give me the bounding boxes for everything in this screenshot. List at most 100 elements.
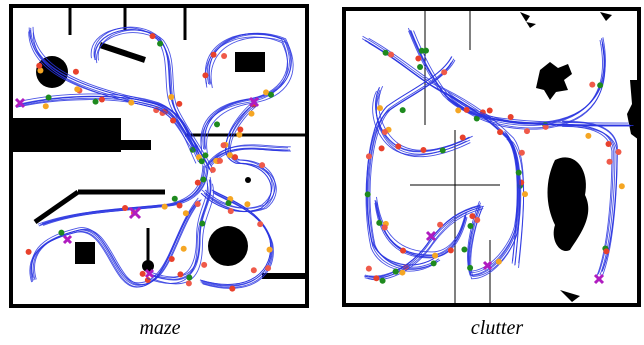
panel-caption: clutter — [471, 317, 523, 339]
waypoint-dot — [455, 107, 461, 113]
waypoint-dot — [437, 222, 443, 228]
waypoint-dot — [417, 64, 423, 70]
waypoint-dot — [221, 142, 227, 148]
waypoint-dot — [202, 152, 208, 158]
waypoint-dot — [382, 129, 388, 135]
waypoint-dot — [177, 203, 183, 209]
waypoint-dot — [248, 111, 254, 117]
waypoint-dot — [267, 247, 273, 253]
waypoint-dot — [150, 33, 156, 39]
waypoint-dot — [524, 128, 530, 134]
waypoint-dot — [58, 230, 64, 236]
waypoint-dot — [603, 248, 609, 254]
waypoint-dot — [217, 158, 223, 164]
waypoint-dot — [400, 107, 406, 113]
waypoint-dot — [200, 176, 206, 182]
waypoint-dot — [464, 107, 470, 113]
waypoint-dot — [211, 52, 217, 58]
waypoint-dot — [195, 201, 201, 207]
maze-block — [121, 140, 151, 150]
waypoint-dot — [259, 162, 265, 168]
waypoint-dot — [441, 69, 447, 75]
waypoint-dot — [73, 69, 79, 75]
waypoint-dot — [268, 92, 274, 98]
waypoint-dot — [176, 101, 182, 107]
waypoint-dot — [43, 103, 49, 109]
maze-block — [235, 52, 265, 72]
waypoint-dot — [366, 153, 372, 159]
waypoint-dot — [365, 191, 371, 197]
waypoint-dot — [496, 259, 502, 265]
waypoint-dot — [202, 72, 208, 78]
waypoint-dot — [199, 221, 205, 227]
waypoint-dot — [497, 129, 503, 135]
waypoint-dot — [265, 265, 271, 271]
waypoint-dot — [236, 132, 242, 138]
waypoint-dot — [237, 127, 243, 133]
waypoint-dot — [616, 149, 622, 155]
waypoint-dot — [619, 183, 625, 189]
waypoint-dot — [395, 143, 401, 149]
waypoint-dot — [74, 86, 80, 92]
waypoint-dot — [431, 260, 437, 266]
waypoint-dot — [383, 50, 389, 56]
maze-panel: maze — [11, 6, 307, 339]
waypoint-dot — [145, 277, 151, 283]
waypoint-dot — [597, 82, 603, 88]
waypoint-dot — [519, 150, 525, 156]
waypoint-dot — [186, 280, 192, 286]
clutter-panel: clutter — [344, 9, 639, 339]
waypoint-dot — [181, 246, 187, 252]
waypoint-dot — [140, 271, 146, 277]
waypoint-dot — [373, 275, 379, 281]
panel-caption: maze — [139, 317, 180, 339]
figure-canvas: maze clutter — [0, 0, 644, 345]
figure: maze clutter — [0, 0, 644, 345]
waypoint-dot — [199, 158, 205, 164]
waypoint-dot — [93, 99, 99, 105]
waypoint-dot — [162, 204, 168, 210]
maze-pillar — [208, 226, 248, 266]
waypoint-dot — [228, 208, 234, 214]
waypoint-dot — [420, 147, 426, 153]
waypoint-dot — [585, 133, 591, 139]
waypoint-dot — [201, 262, 207, 268]
waypoint-dot — [460, 134, 466, 140]
waypoint-dot — [170, 118, 176, 124]
waypoint-dot — [122, 205, 128, 211]
waypoint-dot — [229, 286, 235, 292]
waypoint-dot — [606, 159, 612, 165]
waypoint-dot — [415, 55, 421, 61]
waypoint-dot — [366, 266, 372, 272]
waypoint-dot — [157, 41, 163, 47]
waypoint-dot — [522, 191, 528, 197]
waypoint-dot — [508, 114, 514, 120]
maze-pillar — [245, 177, 251, 183]
waypoint-dot — [399, 270, 405, 276]
waypoint-dot — [423, 48, 429, 54]
waypoint-dot — [440, 147, 446, 153]
waypoint-dot — [177, 271, 183, 277]
waypoint-dot — [487, 107, 493, 113]
waypoint-dot — [244, 201, 250, 207]
waypoint-dot — [461, 247, 467, 253]
waypoint-dot — [257, 221, 263, 227]
waypoint-dot — [214, 121, 220, 127]
waypoint-dot — [232, 154, 238, 160]
waypoint-dot — [376, 220, 382, 226]
waypoint-dot — [225, 200, 231, 206]
waypoint-dot — [128, 100, 134, 106]
waypoint-dot — [251, 267, 257, 273]
waypoint-dot — [516, 170, 522, 176]
waypoint-dot — [467, 265, 473, 271]
maze-block — [75, 242, 95, 264]
waypoint-dot — [183, 210, 189, 216]
waypoint-dot — [168, 94, 174, 100]
waypoint-dot — [169, 256, 175, 262]
waypoint-dot — [377, 105, 383, 111]
waypoint-dot — [172, 196, 178, 202]
waypoint-dot — [99, 96, 105, 102]
waypoint-dot — [474, 217, 480, 223]
waypoint-dot — [221, 53, 227, 59]
waypoint-dot — [393, 269, 399, 275]
